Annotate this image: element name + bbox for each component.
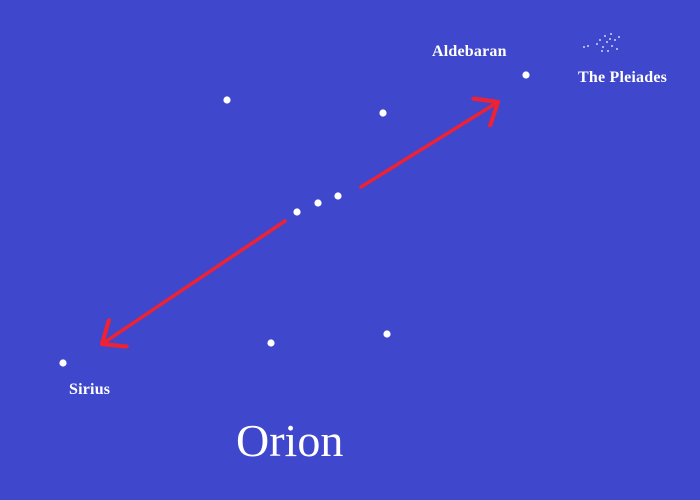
sirius-star bbox=[59, 359, 67, 367]
pleiades-label: The Pleiades bbox=[578, 69, 668, 86]
bellatrix-star bbox=[379, 109, 387, 117]
aldebaran-label: Aldebaran bbox=[432, 43, 507, 60]
belt-star-alnilam bbox=[314, 199, 322, 207]
belt-star-mintaka bbox=[334, 192, 342, 200]
pleiades-cluster bbox=[583, 33, 620, 52]
rigel-star bbox=[383, 330, 391, 338]
arrow-to-aldebaran bbox=[359, 102, 498, 189]
arrow-to-sirius bbox=[102, 219, 287, 344]
betelgeuse-star bbox=[223, 96, 231, 104]
aldebaran-star bbox=[522, 71, 530, 79]
sirius-label: Sirius bbox=[69, 381, 111, 398]
constellation-title: Orion bbox=[236, 415, 344, 466]
saiph-star bbox=[267, 339, 275, 347]
belt-star-alnitak bbox=[293, 208, 301, 216]
